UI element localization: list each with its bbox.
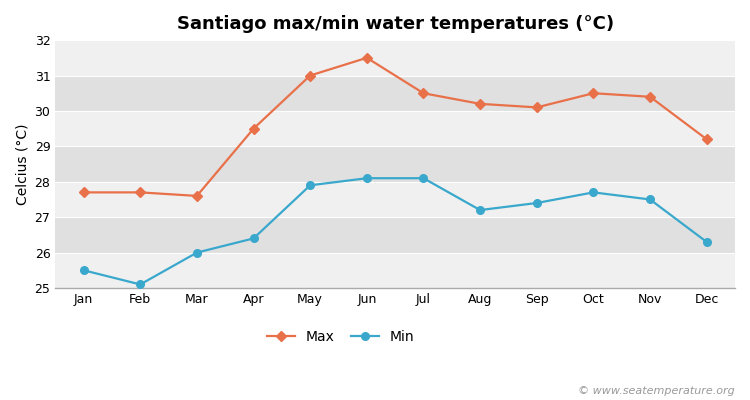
- Title: Santiago max/min water temperatures (°C): Santiago max/min water temperatures (°C): [176, 15, 614, 33]
- Min: [476, 208, 484, 212]
- Bar: [56, 111, 735, 146]
- Legend: Max, Min: Max, Min: [261, 325, 420, 350]
- Bar: [56, 182, 735, 217]
- Min: [646, 197, 655, 202]
- Max: [589, 91, 598, 96]
- Max: [646, 94, 655, 99]
- Bar: [56, 76, 735, 111]
- Max: [419, 91, 428, 96]
- Text: © www.seatemperature.org: © www.seatemperature.org: [578, 386, 735, 396]
- Y-axis label: Celcius (°C): Celcius (°C): [15, 123, 29, 205]
- Max: [193, 194, 202, 198]
- Bar: [56, 252, 735, 288]
- Min: [79, 268, 88, 273]
- Max: [306, 73, 315, 78]
- Min: [193, 250, 202, 255]
- Max: [249, 126, 258, 131]
- Min: [249, 236, 258, 241]
- Min: [306, 183, 315, 188]
- Max: [362, 56, 371, 60]
- Min: [419, 176, 428, 181]
- Min: [589, 190, 598, 195]
- Min: [702, 240, 711, 244]
- Max: [79, 190, 88, 195]
- Bar: [56, 146, 735, 182]
- Min: [362, 176, 371, 181]
- Bar: [56, 217, 735, 252]
- Bar: [56, 40, 735, 76]
- Max: [136, 190, 145, 195]
- Line: Max: Max: [80, 54, 710, 199]
- Max: [702, 137, 711, 142]
- Min: [532, 200, 542, 205]
- Line: Min: Min: [80, 174, 710, 288]
- Min: [136, 282, 145, 287]
- Max: [476, 102, 484, 106]
- Max: [532, 105, 542, 110]
